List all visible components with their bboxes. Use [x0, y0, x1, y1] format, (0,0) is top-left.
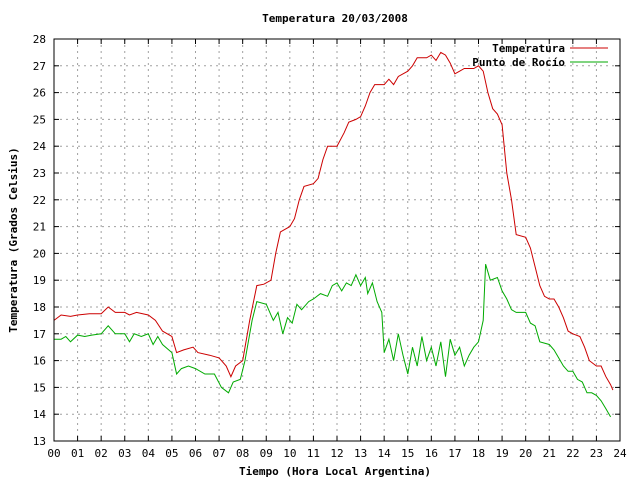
y-tick-label: 21 — [33, 221, 46, 234]
y-tick-label: 26 — [33, 87, 46, 100]
y-tick-label: 28 — [33, 33, 46, 46]
grid-lines — [54, 39, 620, 441]
x-tick-label: 11 — [307, 447, 320, 460]
x-tick-label: 24 — [613, 447, 627, 460]
y-tick-label: 22 — [33, 194, 46, 207]
y-tick-label: 16 — [33, 355, 46, 368]
x-tick-label: 21 — [543, 447, 556, 460]
chart-title: Temperatura 20/03/2008 — [262, 12, 408, 25]
y-tick-label: 24 — [33, 140, 47, 153]
axis-ticks: 13 14 15 16 17 18 19 20 21 22 23 24 25 26 27 28 00 01 02 03… — [33, 33, 627, 460]
x-tick-label: 00 — [47, 447, 60, 460]
series-line-punto-de-rocio — [54, 263, 612, 418]
x-tick-label: 08 — [236, 447, 249, 460]
x-axis-title: Tiempo (Hora Local Argentina) — [239, 465, 431, 478]
x-tick-label: 06 — [189, 447, 202, 460]
y-tick-label: 27 — [33, 60, 46, 73]
x-tick-label: 14 — [378, 447, 392, 460]
x-tick-label: 22 — [566, 447, 579, 460]
x-tick-label: 01 — [71, 447, 84, 460]
x-tick-label: 20 — [519, 447, 532, 460]
y-tick-label: 14 — [33, 408, 47, 421]
y-tick-label: 15 — [33, 381, 46, 394]
x-tick-label: 05 — [165, 447, 178, 460]
legend-label: Temperatura — [492, 42, 565, 55]
x-tick-label: 04 — [142, 447, 156, 460]
y-tick-label: 13 — [33, 435, 46, 448]
y-tick-label: 20 — [33, 247, 46, 260]
x-tick-label: 10 — [283, 447, 296, 460]
x-tick-label: 12 — [330, 447, 343, 460]
x-tick-label: 19 — [495, 447, 508, 460]
series-line-temperatura — [53, 51, 614, 391]
x-tick-label: 07 — [212, 447, 225, 460]
y-tick-label: 17 — [33, 328, 46, 341]
x-tick-label: 15 — [401, 447, 414, 460]
x-tick-label: 17 — [448, 447, 461, 460]
y-tick-label: 25 — [33, 113, 46, 126]
x-tick-label: 02 — [95, 447, 108, 460]
x-tick-label: 09 — [260, 447, 273, 460]
y-tick-label: 18 — [33, 301, 46, 314]
x-tick-label: 13 — [354, 447, 367, 460]
y-tick-label: 23 — [33, 167, 46, 180]
x-tick-label: 03 — [118, 447, 131, 460]
plot-frame — [53, 38, 621, 442]
y-axis-title: Temperatura (Grados Celsius) — [7, 147, 20, 332]
x-tick-label: 16 — [425, 447, 438, 460]
x-tick-label: 18 — [472, 447, 485, 460]
y-tick-label: 19 — [33, 274, 46, 287]
legend-label: Punto de Rocío — [472, 56, 565, 69]
series-lines — [53, 51, 614, 418]
x-tick-label: 23 — [590, 447, 603, 460]
